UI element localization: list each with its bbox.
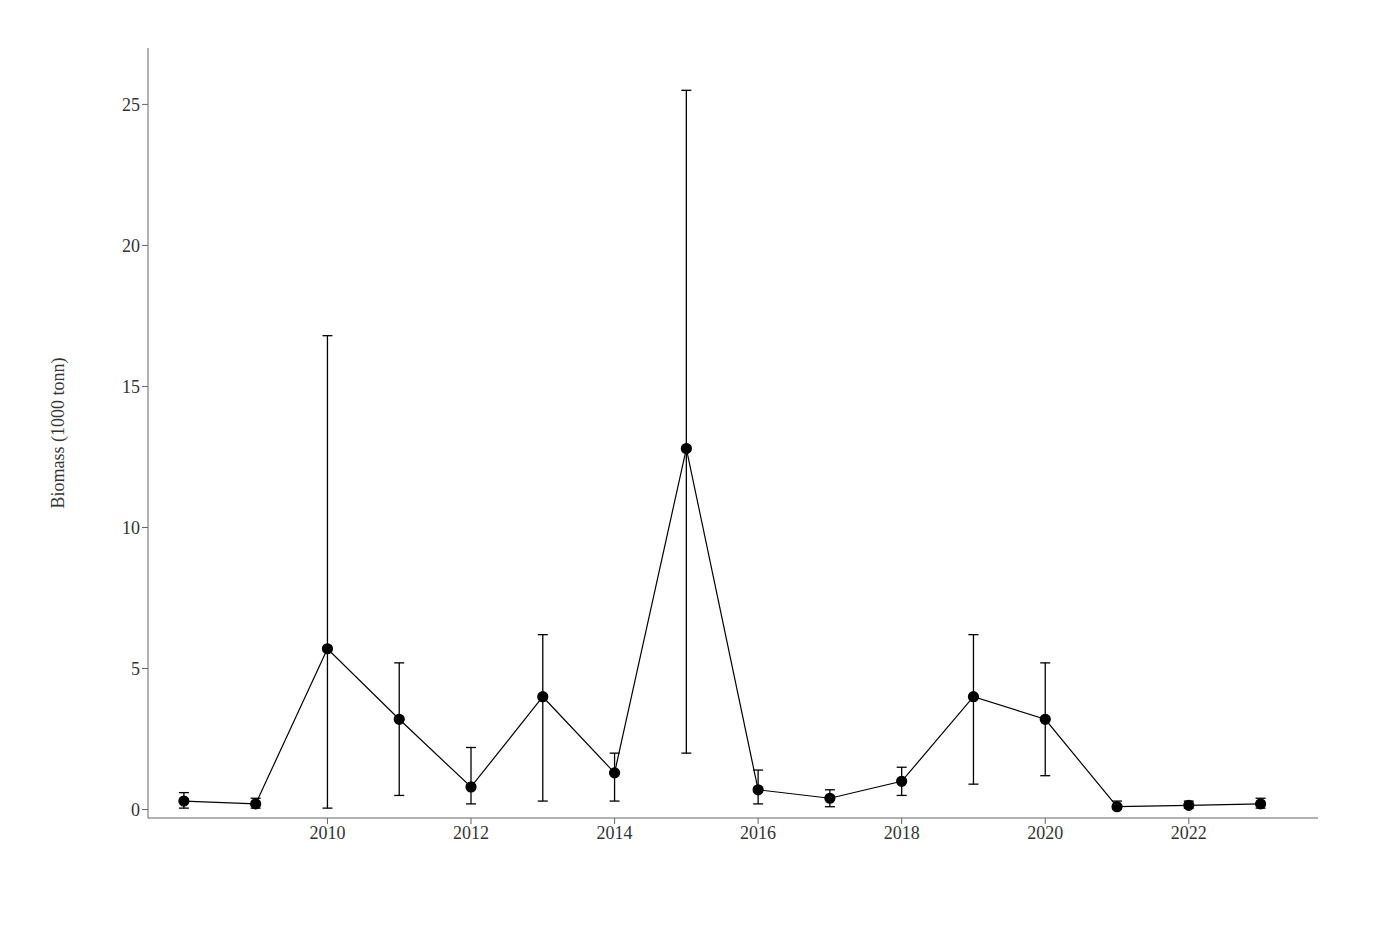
svg-text:Biomass (1000 tonn): Biomass (1000 tonn) <box>48 357 69 508</box>
svg-text:25: 25 <box>122 95 140 115</box>
svg-text:10: 10 <box>122 518 140 538</box>
svg-text:2018: 2018 <box>884 823 920 843</box>
svg-text:0: 0 <box>131 800 140 820</box>
svg-text:2012: 2012 <box>453 823 489 843</box>
svg-text:2010: 2010 <box>309 823 345 843</box>
svg-text:2022: 2022 <box>1171 823 1207 843</box>
svg-text:2014: 2014 <box>597 823 633 843</box>
svg-text:2016: 2016 <box>740 823 776 843</box>
svg-text:2020: 2020 <box>1027 823 1063 843</box>
svg-text:20: 20 <box>122 236 140 256</box>
svg-text:15: 15 <box>122 377 140 397</box>
svg-text:5: 5 <box>131 659 140 679</box>
